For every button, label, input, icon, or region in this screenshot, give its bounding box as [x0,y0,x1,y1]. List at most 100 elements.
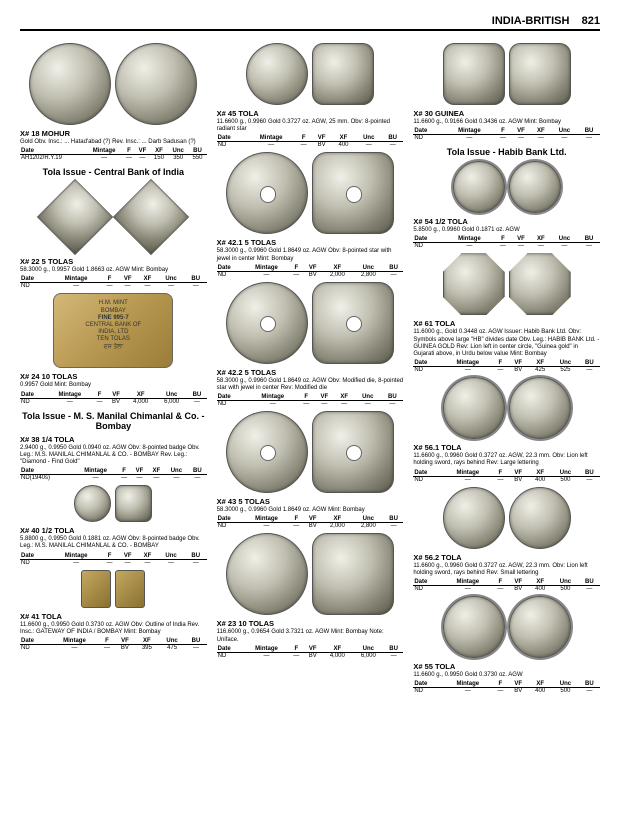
entry-desc: 11.6600 g., 0.9166 Gold 0.3436 oz. AGW M… [413,119,600,126]
entry-title: X# 40 1/2 TOLA [20,526,207,535]
price-table: DateMintageFVFXFUncBUND—————— [20,276,207,289]
coin-image-row [413,377,600,439]
entry-title: X# 55 TOLA [413,662,600,671]
coin-image [226,152,308,234]
coin-image [312,282,394,364]
entry-title: X# 45 TOLA [217,109,404,118]
price-table: DateMintageFVFXFUncBUND(1940s)—————— [20,468,207,481]
price-table: DateMintageFVFXFUncBUND——BV2,0002,800— [217,265,404,278]
entry-desc: 58.3000 g., 0.9960 Gold 1.8649 oz. AGW O… [217,378,404,392]
entry-title: X# 23 10 TOLAS [217,619,404,628]
entry-desc: 11.6600 g., 0.9960 Gold 0.3727 oz. AGW, … [413,453,600,467]
entry-title: X# 22 5 TOLAS [20,257,207,266]
entry-title: X# 24 10 TOLAS [20,372,207,381]
price-table: DateMintageFVFXFUncBUND——BV400500— [413,681,600,694]
entry-title: X# 41 TOLA [20,612,207,621]
coin-image [509,487,571,549]
coin-image [312,43,374,105]
coin-image [443,487,505,549]
coin-image [312,533,394,615]
coin-image [509,596,571,658]
entry-desc: 11.6600 g., 0.9950 Gold 0.3730 oz. AGW [413,672,600,679]
coin-image [246,43,308,105]
coin-image [509,253,571,315]
coin-image [312,152,394,234]
coin-image-row [413,253,600,315]
coin-image [453,161,505,213]
coin-image [29,43,111,125]
price-table: DateMintageFVFXFUncBUND—————— [413,128,600,141]
coin-image-row [413,487,600,549]
coin-image-row [217,43,404,105]
page-header: INDIA-BRITISH 821 [20,15,600,31]
coin-image [443,377,505,439]
coin-image [509,377,571,439]
coin-image [443,596,505,658]
coin-image [113,179,189,255]
bar-image [115,570,145,608]
entry-desc: 5.8800 g., 0.9950 Gold 0.1881 oz. AGW Ob… [20,536,207,550]
price-table: DateMintageFVFXFUncBUND—————— [413,236,600,249]
entry-desc: 0.9957 Gold Mint: Bombay [20,382,207,389]
column-3: X# 30 GUINEA 11.6600 g., 0.9166 Gold 0.3… [413,39,600,698]
section-title: Tola Issue - Habib Bank Ltd. [413,147,600,157]
entry-title: X# 38 1/4 TOLA [20,435,207,444]
entry-title: X# 61 TOLA [413,319,600,328]
entry-desc: 58.3000 g., 0.9960 Gold 1.8649 oz. AGW M… [217,507,404,514]
header-region: INDIA-BRITISH [492,15,570,27]
price-table: DateMintageFVFXFUncBUND——BV400—— [217,135,404,148]
entry-desc: 58.3000 g., 0.9960 Gold 1.8649 oz. AGW O… [217,248,404,262]
coin-image [443,43,505,105]
coin-image [509,43,571,105]
entry-desc: 11.6600 g., 0.9960 Gold 0.3727 oz. AGW, … [217,119,404,133]
entry-desc: 11.6600 g., 0.9960 Gold 0.3727 oz. AGW, … [413,563,600,577]
price-table: DateMintageFVFXFUncBUND——BV400500— [413,470,600,483]
entry-title: X# 30 GUINEA [413,109,600,118]
entry-title: X# 54 1/2 TOLA [413,217,600,226]
entry-desc: 11.6600 g., 0.9950 Gold 0.3730 oz. AGW O… [20,622,207,636]
coin-image-row [217,411,404,493]
entry-desc: 116.6000 g., 0.9654 Gold 3.7321 oz. AGW … [217,629,404,643]
coin-image-row [20,43,207,125]
column-2: X# 45 TOLA 11.6600 g., 0.9960 Gold 0.372… [217,39,404,698]
coin-image [443,253,505,315]
price-table: DateMintageFVFXFUncBUND——BV425525— [413,360,600,373]
coin-image-row [413,43,600,105]
coin-image [226,411,308,493]
entry-desc: 11.6000 g., Gold 0.3448 oz. AGW Issuer: … [413,329,600,358]
coin-image [74,485,111,522]
coin-image [115,43,197,125]
entry-desc: 2.9400 g., 0.9950 Gold 0.0940 oz. AGW Ob… [20,445,207,467]
coin-image [37,179,113,255]
entry-title: X# 43 5 TOLAS [217,497,404,506]
coin-image-row [413,596,600,658]
entry-desc: Gold Obv. Insc.: ... Hatad'abad (?) Rev.… [20,139,207,146]
header-page: 821 [582,15,600,27]
price-table: DateMintageFVFXFUncBUND——BV395475— [20,638,207,651]
price-table: DateMintageFVFXFUncBUND—————— [20,553,207,566]
entry-title: X# 56.2 TOLA [413,553,600,562]
coin-image-row [20,181,207,253]
section-title: Tola Issue - M. S. Manilal Chimanlal & C… [20,411,207,431]
column-1: X# 18 MOHUR Gold Obv. Insc.: ... Hatad'a… [20,39,207,698]
coin-image-row [217,533,404,615]
coin-image [226,282,308,364]
entry-title: X# 42.2 5 TOLAS [217,368,404,377]
coin-image-row [413,161,600,213]
content-columns: X# 18 MOHUR Gold Obv. Insc.: ... Hatad'a… [20,39,600,698]
coin-image-row [217,152,404,234]
coin-image-row [217,282,404,364]
price-table: DateMintageFVFXFUncBUND——BV4,0006,000— [217,646,404,659]
price-table: DateMintageFVFXFUncBUND——BV400500— [413,579,600,592]
coin-image [115,485,152,522]
entry-desc: 58.3000 g., 0.9957 Gold 1.8663 oz. AGW M… [20,267,207,274]
price-table: DateMintageFVFXFUncBUND——BV2,0002,800— [217,516,404,529]
entry-title: X# 56.1 TOLA [413,443,600,452]
coin-image [312,411,394,493]
coin-image [509,161,561,213]
price-table: DateMintageFVFXFUncBUAH1202/R.Y.19———150… [20,148,207,161]
entry-title: X# 18 MOHUR [20,129,207,138]
section-title: Tola Issue - Central Bank of India [20,167,207,177]
entry-desc: 5.8500 g., 0.9960 Gold 0.1871 oz. AGW [413,227,600,234]
coin-image-row [20,570,207,608]
